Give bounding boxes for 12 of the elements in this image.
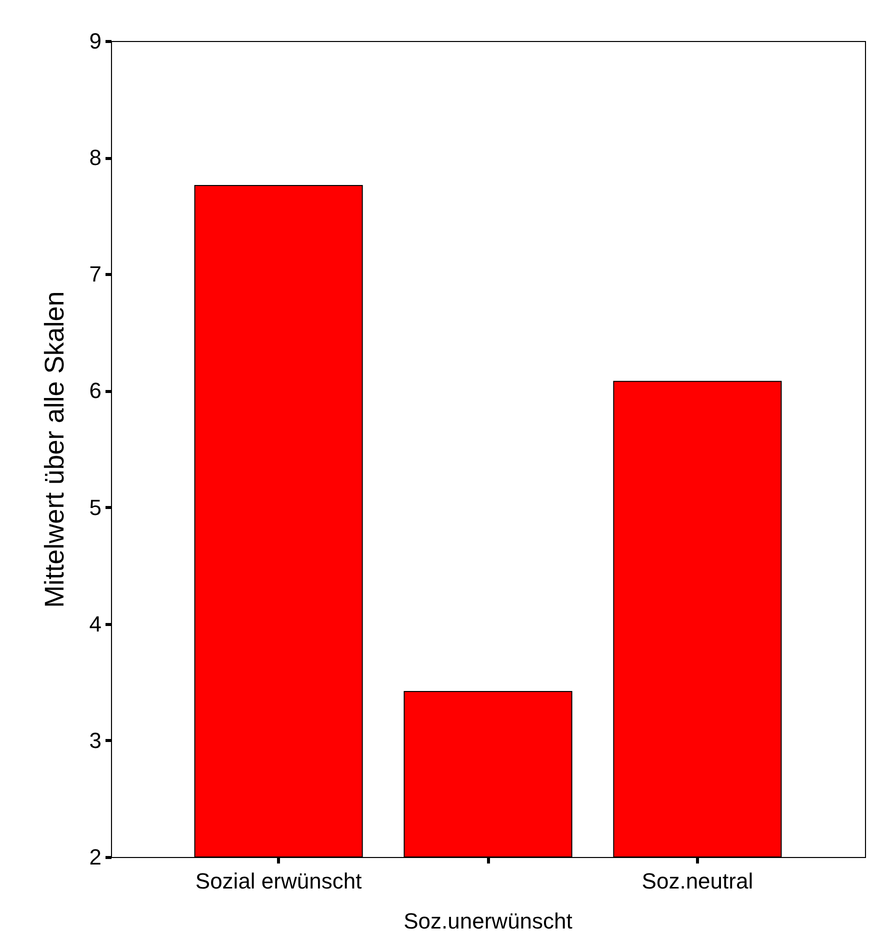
x-tick-label: Soz.neutral: [642, 868, 754, 894]
y-tick-label: 6: [89, 378, 102, 404]
y-tick-label: 5: [89, 494, 102, 520]
y-tick-label: 4: [89, 611, 102, 636]
y-tick-label: 2: [89, 844, 102, 870]
x-tick-label: Soz.unerwünscht: [404, 908, 572, 934]
y-axis-title: Mittelwert über alle Skalen: [39, 291, 70, 608]
y-tick-label: 8: [89, 145, 102, 170]
x-tick-label: Sozial erwünscht: [195, 868, 362, 894]
y-tick-label: 9: [89, 28, 102, 54]
y-tick-label: 7: [89, 262, 102, 287]
y-tick-label: 3: [89, 728, 102, 753]
